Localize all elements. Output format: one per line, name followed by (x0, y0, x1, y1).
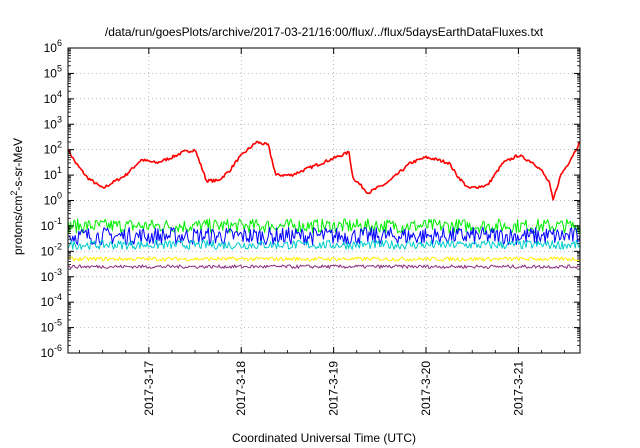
y-tick-base: 10 (44, 143, 58, 157)
y-tick-exponent: 3 (57, 114, 62, 124)
series-line (67, 256, 581, 262)
y-tick-base: 10 (44, 41, 58, 55)
series-line (67, 226, 581, 246)
y-tick-label: 10-3 (41, 267, 62, 284)
y-tick-base: 10 (44, 117, 58, 131)
y-axis-label-part: 2 (9, 191, 19, 196)
y-tick-exponent: 2 (57, 140, 62, 150)
x-tick-label: 2017-3-21 (511, 361, 525, 416)
y-tick-exponent: 0 (57, 191, 62, 201)
y-tick-label: 105 (44, 63, 62, 80)
y-tick-base: 10 (41, 219, 55, 233)
y-tick-exponent: 1 (57, 165, 62, 175)
y-tick-exponent: -5 (54, 318, 62, 328)
y-tick-base: 10 (41, 270, 55, 284)
y-axis-label-part: -s-sr-MeV (11, 138, 25, 191)
y-tick-base: 10 (41, 295, 55, 309)
y-tick-label: 10-5 (41, 318, 62, 335)
data-series (67, 140, 581, 269)
y-axis-label: protons/cm2-s-sr-MeV (9, 138, 25, 255)
y-tick-exponent: -1 (54, 216, 62, 226)
series-line (67, 218, 581, 234)
y-tick-exponent: 4 (57, 89, 62, 99)
y-tick-label: 102 (44, 140, 62, 157)
y-tick-base: 10 (44, 66, 58, 80)
y-tick-base: 10 (41, 346, 55, 360)
series-line (67, 140, 581, 201)
y-tick-base: 10 (41, 321, 55, 335)
y-tick-label: 100 (44, 191, 62, 208)
y-tick-label: 104 (44, 89, 62, 106)
x-tick-label: 2017-3-17 (142, 361, 156, 416)
y-tick-label: 10-2 (41, 241, 62, 258)
series-line (67, 264, 581, 269)
y-tick-exponent: 5 (57, 63, 62, 73)
y-tick-exponent: -3 (54, 267, 62, 277)
series-line (67, 239, 581, 250)
y-tick-exponent: 6 (57, 38, 62, 48)
axis-ticks: 10-610-510-410-310-210-11001011021031041… (41, 38, 580, 416)
y-axis-label-part: protons/cm (11, 196, 25, 255)
y-tick-label: 10-6 (41, 343, 62, 360)
y-tick-exponent: -6 (54, 343, 62, 353)
y-tick-label: 10-4 (41, 292, 62, 309)
y-tick-base: 10 (44, 194, 58, 208)
grid-lines (68, 47, 580, 354)
x-tick-label: 2017-3-20 (419, 361, 433, 416)
x-tick-label: 2017-3-18 (234, 361, 248, 416)
y-tick-label: 10-1 (41, 216, 62, 233)
x-tick-label: 2017-3-19 (327, 361, 341, 416)
y-tick-exponent: -4 (54, 292, 62, 302)
x-axis-label: Coordinated Universal Time (UTC) (232, 431, 416, 445)
chart-title: /data/run/goesPlots/archive/2017-03-21/1… (105, 25, 544, 39)
y-tick-base: 10 (44, 92, 58, 106)
y-tick-label: 101 (44, 165, 62, 182)
y-tick-label: 106 (44, 38, 62, 55)
y-tick-label: 103 (44, 114, 62, 131)
y-tick-base: 10 (44, 168, 58, 182)
y-tick-base: 10 (41, 244, 55, 258)
y-tick-exponent: -2 (54, 241, 62, 251)
y-axis-label-text: protons/cm2-s-sr-MeV (9, 138, 25, 255)
